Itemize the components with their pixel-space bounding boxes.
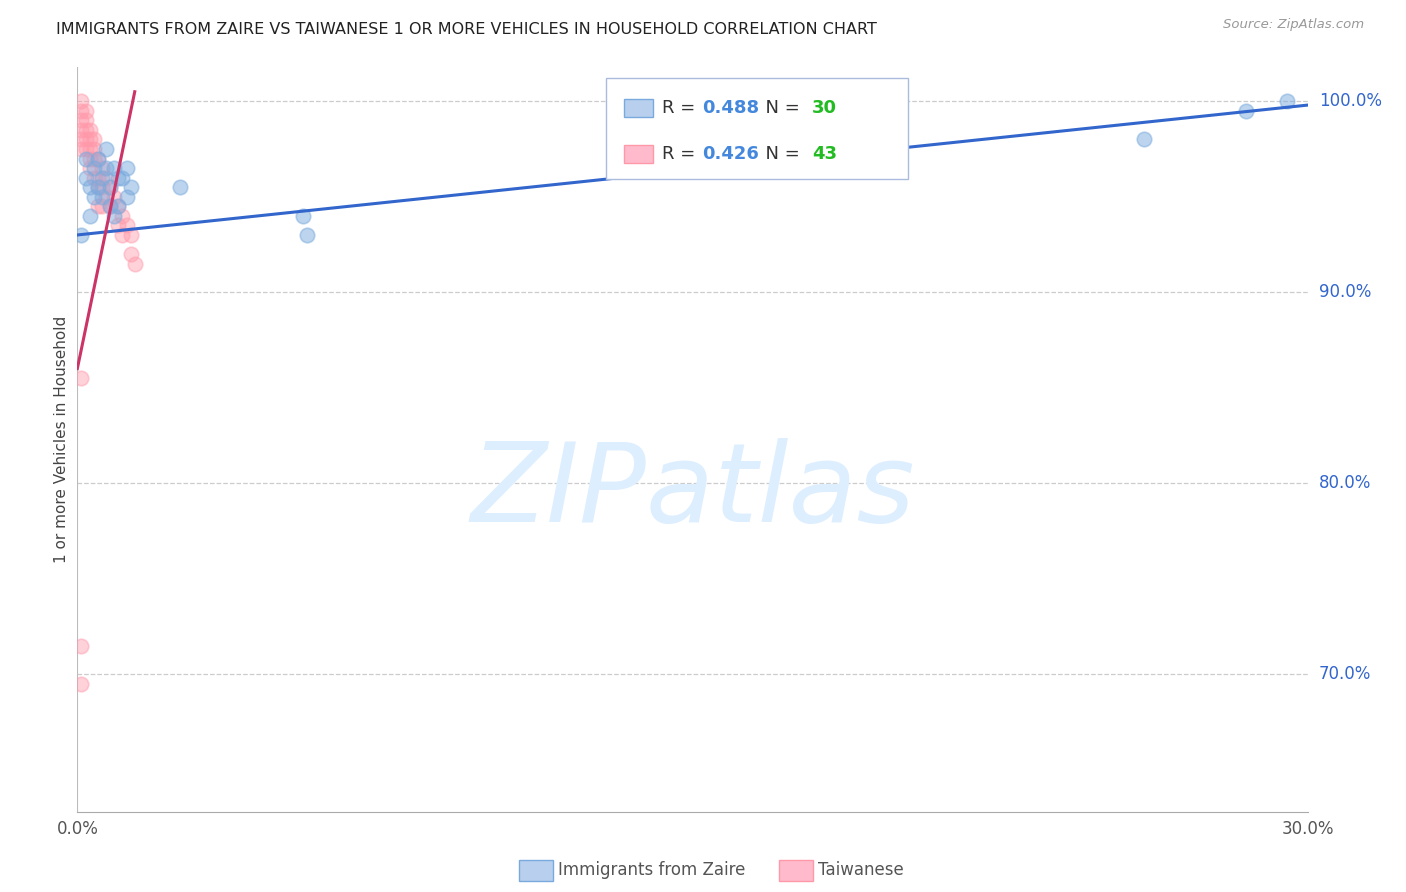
Point (70, 123, 93, 137)
Point (115, 219, 138, 233)
Text: ZIPatlas: ZIPatlas (470, 438, 915, 545)
Point (70, 103, 93, 118)
Point (87, 180, 110, 194)
Point (295, 227, 318, 242)
Point (94, 190, 117, 204)
Point (83, 190, 105, 204)
Point (98, 199, 121, 213)
Text: N =: N = (754, 99, 806, 117)
Point (90, 199, 114, 213)
Text: 0.426: 0.426 (703, 145, 759, 163)
Point (103, 161, 125, 175)
Point (70, 95, 93, 109)
Point (115, 190, 138, 204)
Point (83, 152, 105, 166)
Point (90, 170, 114, 185)
Point (120, 227, 142, 242)
Point (98, 180, 121, 194)
Point (1132, 132, 1154, 146)
Text: IMMIGRANTS FROM ZAIRE VS TAIWANESE 1 OR MORE VEHICLES IN HOUSEHOLD CORRELATION C: IMMIGRANTS FROM ZAIRE VS TAIWANESE 1 OR … (56, 22, 877, 37)
Text: 90.0%: 90.0% (1319, 284, 1371, 301)
Point (70, 371, 93, 385)
Text: 30: 30 (811, 99, 837, 117)
Point (75, 132, 97, 146)
Point (291, 209, 314, 223)
Point (103, 209, 125, 223)
Point (98, 180, 121, 194)
Point (111, 209, 134, 223)
Point (70, 639, 93, 653)
Text: N =: N = (754, 145, 806, 163)
Text: Taiwanese: Taiwanese (818, 861, 904, 879)
FancyBboxPatch shape (624, 145, 654, 163)
Point (1275, 95, 1298, 109)
Point (75, 123, 97, 137)
Point (79, 132, 101, 146)
Point (79, 180, 101, 194)
Point (70, 227, 93, 242)
Point (90, 190, 114, 204)
Point (124, 257, 146, 271)
Text: 80.0%: 80.0% (1319, 475, 1371, 492)
Point (79, 209, 101, 223)
FancyBboxPatch shape (624, 99, 654, 117)
Point (75, 142, 97, 156)
Point (79, 152, 101, 166)
Text: Immigrants from Zaire: Immigrants from Zaire (558, 861, 745, 879)
Point (87, 152, 110, 166)
Text: Source: ZipAtlas.com: Source: ZipAtlas.com (1223, 18, 1364, 31)
Text: 100.0%: 100.0% (1319, 92, 1382, 111)
Point (83, 161, 105, 175)
Point (107, 170, 129, 185)
Point (87, 152, 110, 166)
Point (83, 132, 105, 146)
Text: R =: R = (662, 145, 700, 163)
Point (79, 161, 101, 175)
Point (75, 103, 97, 118)
Point (103, 190, 125, 204)
Point (83, 170, 105, 185)
Point (107, 219, 129, 233)
Point (120, 180, 142, 194)
Point (1234, 103, 1257, 118)
Point (111, 227, 134, 242)
Point (94, 170, 117, 185)
Point (87, 180, 110, 194)
Text: 43: 43 (811, 145, 837, 163)
Point (70, 142, 93, 156)
Point (79, 142, 101, 156)
Point (111, 170, 134, 185)
Text: 0.488: 0.488 (703, 99, 759, 117)
Point (94, 161, 117, 175)
Point (70, 113, 93, 128)
Point (87, 199, 110, 213)
Point (169, 180, 191, 194)
Point (75, 113, 97, 128)
Point (90, 180, 114, 194)
Point (98, 199, 121, 213)
Point (79, 123, 101, 137)
Point (120, 247, 142, 261)
Point (70, 677, 93, 691)
Point (87, 170, 110, 185)
Point (107, 199, 129, 213)
FancyBboxPatch shape (606, 78, 908, 178)
Text: R =: R = (662, 99, 700, 117)
Point (94, 142, 117, 156)
Point (75, 152, 97, 166)
Point (115, 161, 138, 175)
Point (90, 161, 114, 175)
Y-axis label: 1 or more Vehicles in Household: 1 or more Vehicles in Household (53, 316, 69, 563)
Point (620, 155, 643, 169)
Point (75, 170, 97, 185)
Point (70, 132, 93, 146)
Point (83, 142, 105, 156)
Point (107, 199, 129, 213)
Text: 70.0%: 70.0% (1319, 665, 1371, 683)
